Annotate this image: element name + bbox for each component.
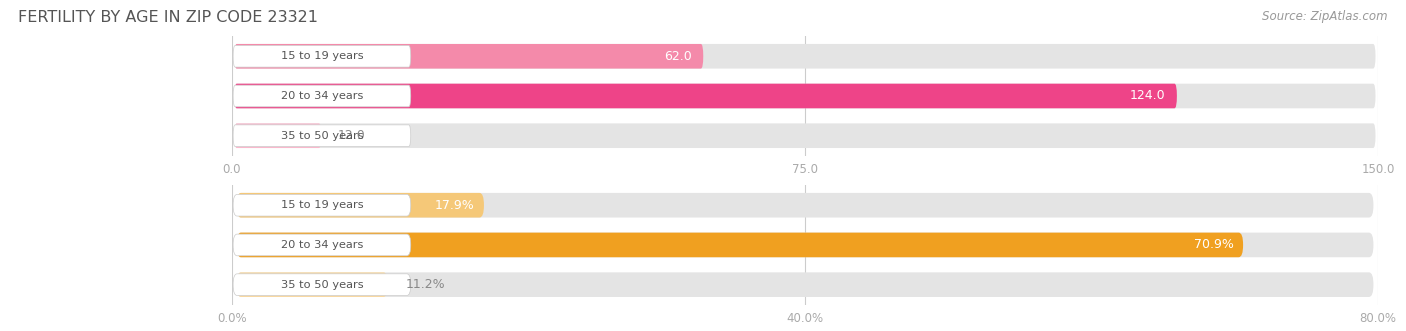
FancyBboxPatch shape bbox=[236, 233, 1243, 257]
FancyBboxPatch shape bbox=[236, 272, 1374, 297]
FancyBboxPatch shape bbox=[236, 272, 388, 297]
Text: 70.9%: 70.9% bbox=[1194, 238, 1234, 252]
FancyBboxPatch shape bbox=[233, 45, 411, 67]
FancyBboxPatch shape bbox=[235, 123, 322, 148]
Text: 17.9%: 17.9% bbox=[434, 199, 475, 212]
Text: 62.0: 62.0 bbox=[664, 50, 692, 63]
FancyBboxPatch shape bbox=[236, 233, 1374, 257]
FancyBboxPatch shape bbox=[233, 274, 411, 296]
Text: 35 to 50 years: 35 to 50 years bbox=[281, 280, 363, 290]
FancyBboxPatch shape bbox=[235, 84, 1375, 108]
Text: 15 to 19 years: 15 to 19 years bbox=[281, 51, 363, 61]
FancyBboxPatch shape bbox=[236, 193, 484, 217]
FancyBboxPatch shape bbox=[235, 44, 1375, 69]
FancyBboxPatch shape bbox=[233, 85, 411, 107]
FancyBboxPatch shape bbox=[235, 84, 1177, 108]
Text: 124.0: 124.0 bbox=[1130, 89, 1166, 103]
FancyBboxPatch shape bbox=[236, 193, 1374, 217]
FancyBboxPatch shape bbox=[235, 44, 703, 69]
Text: 12.0: 12.0 bbox=[337, 129, 366, 142]
FancyBboxPatch shape bbox=[235, 123, 1375, 148]
Text: Source: ZipAtlas.com: Source: ZipAtlas.com bbox=[1263, 10, 1388, 23]
Text: 11.2%: 11.2% bbox=[406, 278, 446, 291]
FancyBboxPatch shape bbox=[233, 234, 411, 256]
Text: 20 to 34 years: 20 to 34 years bbox=[281, 91, 363, 101]
FancyBboxPatch shape bbox=[233, 125, 411, 147]
Text: FERTILITY BY AGE IN ZIP CODE 23321: FERTILITY BY AGE IN ZIP CODE 23321 bbox=[18, 10, 318, 25]
FancyBboxPatch shape bbox=[233, 194, 411, 216]
Text: 15 to 19 years: 15 to 19 years bbox=[281, 200, 363, 210]
Text: 35 to 50 years: 35 to 50 years bbox=[281, 131, 363, 141]
Text: 20 to 34 years: 20 to 34 years bbox=[281, 240, 363, 250]
